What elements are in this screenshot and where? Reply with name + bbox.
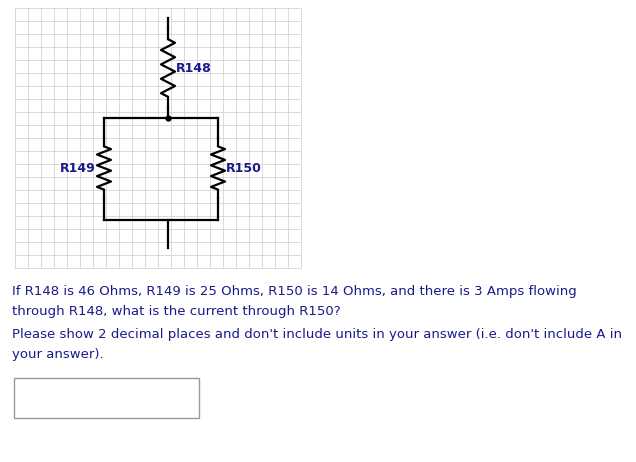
Text: R149: R149	[60, 162, 96, 175]
Text: Please show 2 decimal places and don't include units in your answer (i.e. don't : Please show 2 decimal places and don't i…	[12, 328, 622, 341]
Text: R150: R150	[226, 162, 262, 175]
Bar	[14, 378, 199, 418]
Text: R148: R148	[176, 61, 212, 74]
Text: your answer).: your answer).	[12, 348, 104, 361]
Text: through R148, what is the current through R150?: through R148, what is the current throug…	[12, 305, 341, 318]
Text: If R148 is 46 Ohms, R149 is 25 Ohms, R150 is 14 Ohms, and there is 3 Amps flowin: If R148 is 46 Ohms, R149 is 25 Ohms, R15…	[12, 285, 577, 298]
